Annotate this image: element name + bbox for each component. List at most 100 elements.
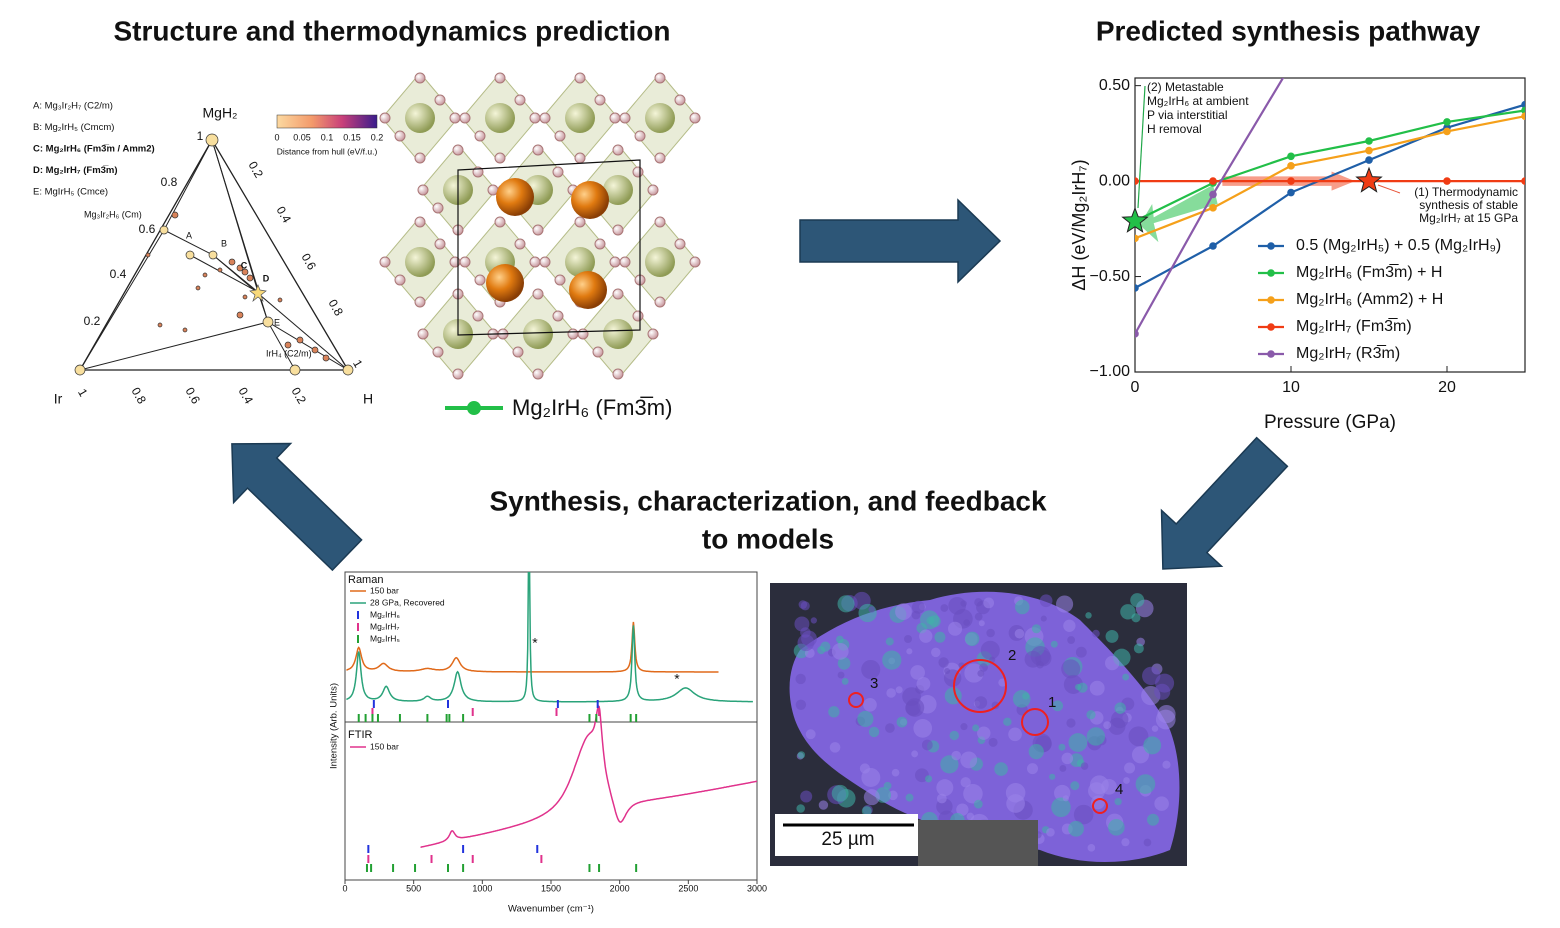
hull-line <box>267 321 296 371</box>
grain <box>1120 604 1136 620</box>
grain <box>836 635 844 644</box>
grain <box>960 723 968 731</box>
grain <box>837 671 845 679</box>
annotation-pointer <box>1137 85 1146 209</box>
tick-label: 1 <box>197 129 204 143</box>
legend-entry: Mg₂IrH₇ (Fm3̅m) <box>1296 317 1412 335</box>
ir-atom <box>645 247 675 277</box>
grain <box>896 716 908 728</box>
ternary-point <box>182 327 188 333</box>
tick-label: 0.8 <box>325 297 346 319</box>
h-atom <box>434 94 446 106</box>
annotation: (2) Metastable <box>1147 80 1224 94</box>
h-atom <box>619 112 631 124</box>
h-atom <box>532 144 544 156</box>
legend-marker <box>467 401 481 415</box>
h-atom <box>539 112 551 124</box>
ir-atom <box>603 319 633 349</box>
annotation: H removal <box>1147 122 1202 136</box>
grain <box>994 762 1008 776</box>
annotation: Mg₂IrH₆ at ambient <box>1147 94 1249 108</box>
ternary-point <box>145 252 151 258</box>
h-atom <box>552 310 564 322</box>
h-atom <box>647 184 659 196</box>
h-atom <box>432 202 444 214</box>
grain <box>1131 746 1150 764</box>
grain <box>951 750 961 761</box>
legend-entry: B: Mg₂IrH₅ (Cmcm) <box>33 122 114 133</box>
crystal-structure <box>379 72 701 380</box>
grain <box>895 686 903 694</box>
series-marker <box>1521 112 1525 120</box>
region-label: 1 <box>1048 694 1056 711</box>
grain <box>1061 659 1081 679</box>
h-atom <box>634 130 646 142</box>
legend-entry: 150 bar <box>370 585 399 595</box>
ternary-point <box>296 336 304 344</box>
h-atom <box>619 256 631 268</box>
series-marker <box>1521 177 1525 185</box>
series-marker <box>1287 152 1295 161</box>
grain <box>817 646 826 655</box>
x-tick-label: 1500 <box>541 883 561 893</box>
x-tick-label: 0 <box>1131 379 1140 396</box>
ternary-point <box>242 294 248 300</box>
legend-entry: A: Mg₃Ir₂H₇ (C2/m) <box>33 101 113 112</box>
h-atom <box>574 216 586 228</box>
series-marker <box>1443 118 1451 126</box>
substrate <box>918 820 1038 866</box>
grain <box>904 635 912 643</box>
grain <box>977 726 991 740</box>
h-atom <box>532 368 544 380</box>
h-atom <box>552 166 564 178</box>
h-atom <box>554 274 566 286</box>
ternary-point <box>185 250 195 260</box>
grain <box>800 790 813 803</box>
grain <box>1162 760 1171 769</box>
y-axis-label: ΔH (eV/Mg₂IrH₇) <box>1069 159 1089 290</box>
h-atom <box>612 144 624 156</box>
ternary-point <box>262 316 274 328</box>
series-marker <box>1135 284 1139 292</box>
grain <box>861 659 881 680</box>
ternary-point <box>205 133 219 147</box>
heading: to models <box>702 523 834 554</box>
h-atom <box>532 224 544 236</box>
h-atom <box>654 72 666 84</box>
x-tick-label: 3000 <box>747 883 767 893</box>
grain <box>1151 725 1159 732</box>
grain <box>868 726 880 738</box>
grain <box>1146 813 1160 826</box>
h-atom <box>529 112 541 124</box>
tick-label: 0.6 <box>298 251 319 273</box>
grain <box>1046 828 1055 837</box>
flow-arrow <box>799 198 1002 284</box>
peak-marker: * <box>532 635 538 651</box>
series-marker <box>1209 204 1217 212</box>
legend-marker <box>1267 242 1275 250</box>
series-marker <box>1135 234 1139 243</box>
grain <box>886 688 896 698</box>
vertex-label: H <box>363 391 373 407</box>
grain <box>1068 733 1088 752</box>
grain <box>911 600 925 614</box>
tick-label: 0.4 <box>110 267 127 281</box>
legend-entry: 0.5 (Mg₂IrH₅) + 0.5 (Mg₂IrH₉) <box>1296 237 1501 254</box>
grain <box>1105 629 1119 643</box>
grain <box>960 751 978 769</box>
grain <box>797 751 806 759</box>
grain <box>1122 673 1130 681</box>
h-atom <box>574 72 586 84</box>
grain <box>1075 646 1087 658</box>
grain <box>911 750 919 758</box>
series-marker <box>1443 177 1451 185</box>
grain <box>794 616 810 632</box>
mg-atom <box>496 178 534 216</box>
grain <box>938 657 949 668</box>
ternary-point <box>171 211 179 219</box>
grain <box>1089 680 1105 696</box>
ternary-point <box>284 341 292 349</box>
annotation: (1) Thermodynamic <box>1414 185 1518 199</box>
grain <box>795 673 806 685</box>
x-axis-label: Wavenumber (cm⁻¹) <box>508 904 594 915</box>
